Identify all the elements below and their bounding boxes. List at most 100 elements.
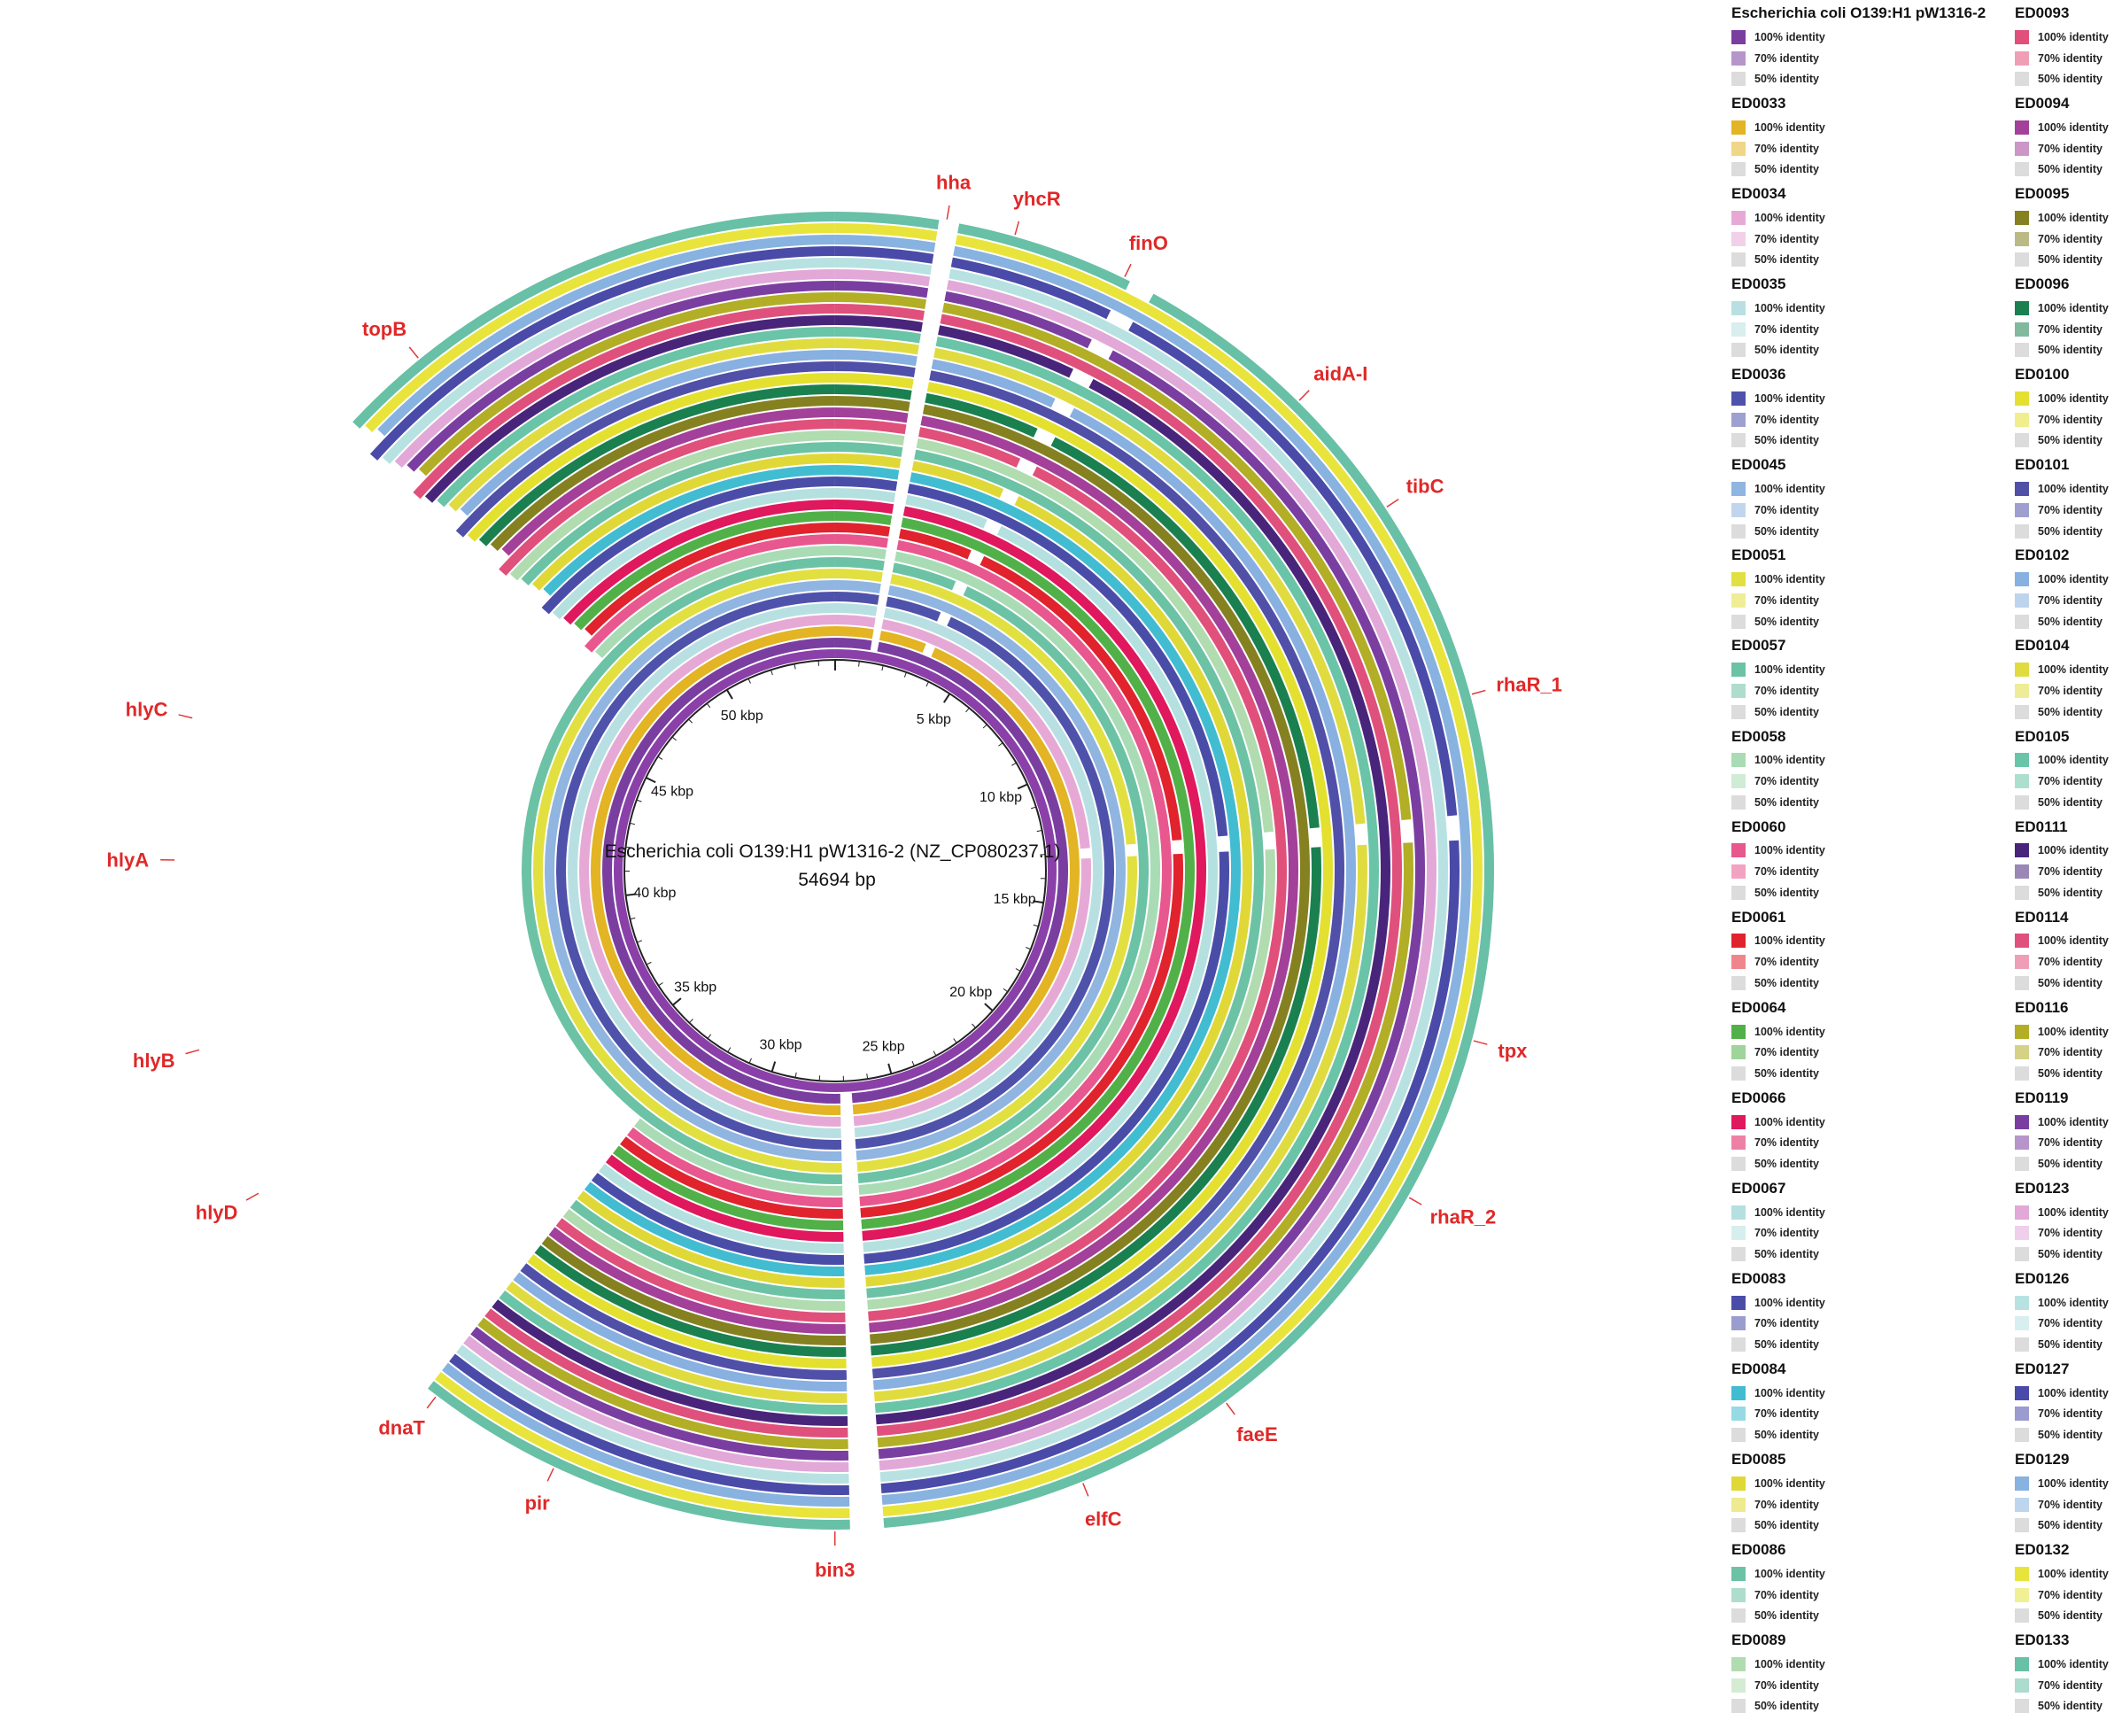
legend-entry: ED0133 100% identity 70% identity 50% ident…	[2015, 1627, 2114, 1717]
legend-row: 70% identity	[2015, 1314, 2114, 1335]
identity-ring-segment	[835, 315, 923, 332]
legend-row: 100% identity	[1731, 1383, 2112, 1404]
identity-ring-segment	[905, 494, 987, 529]
legend-swatch	[1731, 433, 1746, 448]
legend-row: 70% identity	[2015, 1042, 2114, 1063]
identity-ring-segment	[835, 269, 931, 287]
gene-pointer	[245, 1192, 259, 1201]
legend-identity-label: 70% identity	[2038, 1407, 2102, 1421]
scale-tick	[657, 756, 663, 760]
legend-identity-label: 70% identity	[1754, 1678, 1819, 1692]
scale-tick	[1003, 988, 1009, 993]
legend-row: 70% identity	[1731, 1404, 2112, 1425]
legend-swatch	[1731, 1114, 1746, 1129]
legend-identity-label: 70% identity	[2038, 956, 2102, 969]
legend-row: 50% identity	[2015, 1696, 2114, 1717]
identity-ring-segment	[835, 534, 888, 548]
legend-row: 100% identity	[2015, 27, 2114, 48]
legend-identity-label: 100% identity	[2038, 1567, 2109, 1580]
legend-identity-label: 50% identity	[2038, 163, 2102, 176]
legend-row: 70% identity	[1731, 409, 2112, 430]
scale-tick	[727, 1047, 732, 1053]
kbp-scale: 5 kbp 10 kbp 15 kbp 20 kbp 25 kbp 30 kbp 35 kb…	[623, 660, 1046, 1081]
legend-swatch	[2015, 1135, 2029, 1151]
legend-entry: ED0085 100% identity 70% identity 50% ident…	[1731, 1446, 2112, 1536]
identity-ring-segment	[879, 630, 926, 654]
legend-row: 50% identity	[2015, 521, 2114, 542]
legend-row: 70% identity	[2015, 861, 2114, 882]
legend-entry: ED0066 100% identity 70% identity 50% ident…	[1731, 1085, 2112, 1174]
legend-row: 50% identity	[2015, 1063, 2114, 1084]
identity-ring-segment	[907, 483, 1228, 837]
gene-pointer	[1298, 390, 1310, 401]
legend-identity-label: 50% identity	[1754, 434, 1819, 447]
scale-tick	[688, 718, 693, 724]
legend-row: 100% identity	[2015, 1021, 2114, 1042]
legend-identity-label: 100% identity	[1754, 30, 1825, 43]
legend-entry: ED0058 100% identity 70% identity 50% ident…	[1731, 724, 2112, 813]
legend-identity-label: 100% identity	[2038, 211, 2109, 224]
legend-identity-label: 70% identity	[2038, 322, 2102, 336]
legend-swatch	[2015, 1385, 2029, 1400]
legend-identity-label: 50% identity	[1754, 615, 1819, 628]
legend-row: 70% identity	[2015, 409, 2114, 430]
legend-row: 50% identity	[2015, 701, 2114, 723]
legend-identity-label: 100% identity	[2038, 302, 2109, 315]
legend-identity-label: 70% identity	[2038, 232, 2102, 245]
legend-row: 70% identity	[1731, 1223, 2112, 1244]
legend-title: ED0100	[2015, 366, 2070, 384]
legend-swatch	[2015, 141, 2029, 156]
identity-ring-segment	[835, 361, 916, 378]
scale-label: 50 kbp	[721, 709, 763, 724]
legend-identity-label: 50% identity	[1754, 1338, 1819, 1352]
legend-row: 70% identity	[2015, 1132, 2114, 1153]
legend-identity-label: 50% identity	[2038, 73, 2102, 86]
identity-ring-segment	[835, 292, 927, 310]
identity-ring-segment	[835, 569, 883, 583]
legend-identity-label: 50% identity	[2038, 344, 2102, 357]
identity-ring-segment	[605, 1154, 844, 1243]
legend-entry: ED0114 100% identity 70% identity 50% ident…	[2015, 904, 2114, 994]
legend-row: 100% identity	[1731, 207, 2112, 229]
legend-row: 50% identity	[2015, 1515, 2114, 1536]
identity-ring-segment	[835, 281, 929, 298]
legend-swatch	[1731, 1316, 1746, 1331]
identity-ring-segment	[890, 574, 1136, 845]
legend-identity-label: 70% identity	[1754, 865, 1819, 879]
legend-identity-label: 50% identity	[1754, 705, 1819, 718]
gene-label: dnaT	[378, 1416, 425, 1438]
legend-row: 50% identity	[1731, 973, 2112, 994]
legend-identity-label: 50% identity	[2038, 1700, 2102, 1713]
legend-row: 100% identity	[1731, 1292, 2112, 1314]
legend-swatch	[1731, 1337, 1746, 1352]
legend-identity-label: 70% identity	[2038, 503, 2102, 516]
legend-identity-label: 100% identity	[1754, 1476, 1825, 1490]
legend-swatch	[2015, 1428, 2029, 1443]
legend-swatch	[1731, 1024, 1746, 1039]
legend-identity-label: 100% identity	[1754, 1296, 1825, 1309]
identity-ring-segment	[577, 1190, 845, 1288]
identity-ring-segment	[925, 392, 1038, 438]
legend-identity-label: 70% identity	[1754, 322, 1819, 336]
legend-identity-label: 70% identity	[2038, 1678, 2102, 1692]
legend-identity-label: 50% identity	[2038, 1066, 2102, 1080]
legend-swatch	[1731, 231, 1746, 246]
legend-row: 100% identity	[1731, 298, 2112, 319]
legend-swatch	[2015, 593, 2029, 608]
legend-title: ED0127	[2015, 1360, 2070, 1377]
identity-ring-segment	[562, 1208, 846, 1311]
gene-label: hlyA	[106, 849, 149, 871]
legend-row: 50% identity	[1731, 882, 2112, 903]
identity-ring-segment	[470, 1326, 849, 1461]
legend-swatch	[1731, 753, 1746, 768]
scale-tick	[1036, 830, 1042, 833]
legend-swatch	[2015, 774, 2029, 789]
identity-ring-segment	[513, 1272, 848, 1391]
identity-ring-segment	[477, 1317, 848, 1449]
legend-row: 50% identity	[1731, 1063, 2112, 1084]
legend-swatch	[1731, 120, 1746, 135]
legend-identity-label: 100% identity	[2038, 1205, 2109, 1219]
legend-entry: ED0067 100% identity 70% identity 50% ident…	[1731, 1175, 2112, 1265]
